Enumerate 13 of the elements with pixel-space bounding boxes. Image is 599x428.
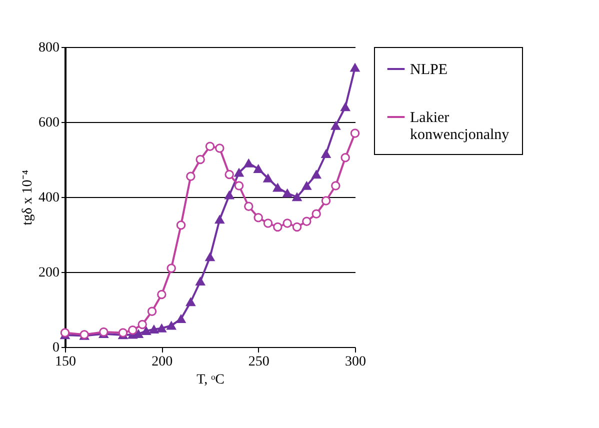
y-tick-label: 200 xyxy=(38,266,60,280)
x-tick-label: 150 xyxy=(55,354,76,370)
legend-label: NLPE xyxy=(410,62,448,78)
y-axis-title: tgδ x 10⁻⁴ xyxy=(20,170,36,226)
y-tick-label: 0 xyxy=(52,340,60,356)
x-tick-label: 300 xyxy=(345,354,366,370)
y-tick-label: 400 xyxy=(38,190,60,206)
legend-label: Lakier konwencjonalny xyxy=(410,110,510,143)
x-axis-title: T, ᵒC xyxy=(196,372,224,388)
y-tick-label: 600 xyxy=(38,116,60,130)
x-tick-label: 250 xyxy=(248,354,270,370)
y-tick-label: 800 xyxy=(38,40,60,56)
x-tick-label: 200 xyxy=(152,354,173,370)
